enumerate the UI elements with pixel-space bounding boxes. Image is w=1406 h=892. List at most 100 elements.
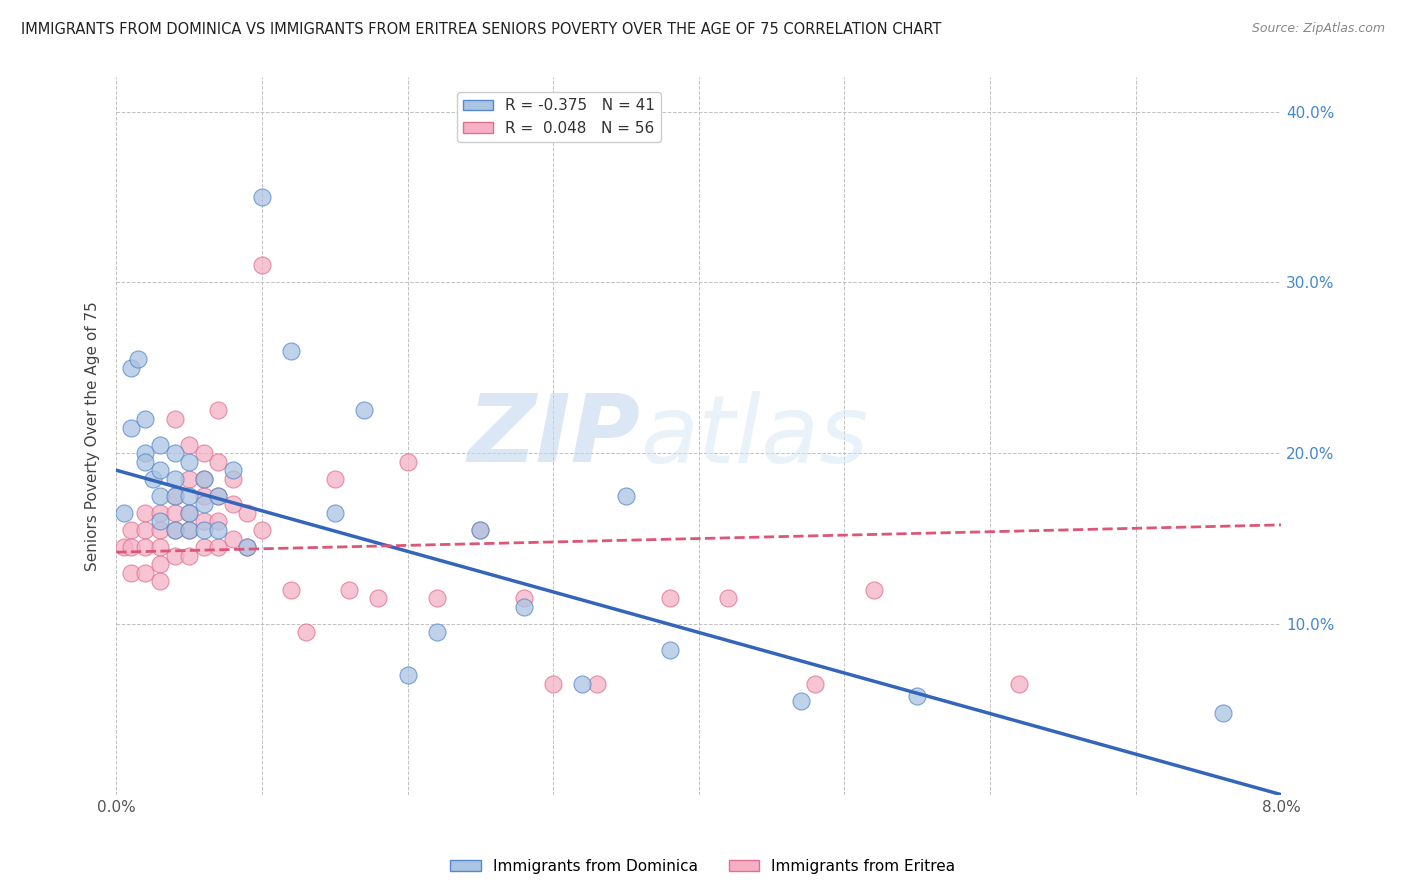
Point <box>177 437 200 451</box>
Point <box>149 506 172 520</box>
Point <box>149 463 172 477</box>
Point <box>862 582 884 597</box>
Point <box>177 549 200 563</box>
Point <box>396 455 419 469</box>
Point <box>614 489 637 503</box>
Point <box>177 506 200 520</box>
Point <box>280 343 302 358</box>
Point <box>163 489 186 503</box>
Point <box>149 437 172 451</box>
Point <box>149 523 172 537</box>
Point <box>120 523 142 537</box>
Point <box>207 515 229 529</box>
Text: IMMIGRANTS FROM DOMINICA VS IMMIGRANTS FROM ERITREA SENIORS POVERTY OVER THE AGE: IMMIGRANTS FROM DOMINICA VS IMMIGRANTS F… <box>21 22 942 37</box>
Point <box>163 523 186 537</box>
Point <box>134 523 156 537</box>
Point <box>149 574 172 589</box>
Point <box>367 591 389 606</box>
Point <box>236 540 259 554</box>
Point <box>193 523 215 537</box>
Point <box>396 668 419 682</box>
Point <box>250 190 273 204</box>
Y-axis label: Seniors Poverty Over the Age of 75: Seniors Poverty Over the Age of 75 <box>86 301 100 571</box>
Point <box>134 412 156 426</box>
Point <box>222 497 245 511</box>
Point <box>193 446 215 460</box>
Point <box>112 540 135 554</box>
Point <box>134 506 156 520</box>
Point <box>353 403 375 417</box>
Point <box>177 523 200 537</box>
Point <box>163 412 186 426</box>
Point <box>177 523 200 537</box>
Point <box>1008 676 1031 690</box>
Point <box>177 472 200 486</box>
Point <box>142 472 165 486</box>
Legend: Immigrants from Dominica, Immigrants from Eritrea: Immigrants from Dominica, Immigrants fro… <box>444 853 962 880</box>
Point <box>541 676 564 690</box>
Point <box>163 549 186 563</box>
Point <box>280 582 302 597</box>
Point <box>250 258 273 272</box>
Point <box>207 403 229 417</box>
Point <box>717 591 740 606</box>
Point <box>134 540 156 554</box>
Point <box>207 489 229 503</box>
Point <box>120 420 142 434</box>
Point <box>120 540 142 554</box>
Point <box>658 591 681 606</box>
Point <box>294 625 316 640</box>
Point <box>163 523 186 537</box>
Point <box>149 557 172 571</box>
Point <box>513 591 536 606</box>
Point <box>134 455 156 469</box>
Point <box>250 523 273 537</box>
Point <box>571 676 593 690</box>
Point <box>177 506 200 520</box>
Text: atlas: atlas <box>641 391 869 482</box>
Point <box>193 489 215 503</box>
Point <box>426 591 449 606</box>
Point <box>222 463 245 477</box>
Text: ZIP: ZIP <box>468 390 641 482</box>
Point <box>222 472 245 486</box>
Point <box>177 489 200 503</box>
Point <box>193 515 215 529</box>
Point <box>658 642 681 657</box>
Point <box>586 676 609 690</box>
Point <box>236 506 259 520</box>
Point <box>323 506 346 520</box>
Point <box>222 532 245 546</box>
Text: Source: ZipAtlas.com: Source: ZipAtlas.com <box>1251 22 1385 36</box>
Point <box>470 523 492 537</box>
Point <box>120 360 142 375</box>
Point <box>120 566 142 580</box>
Point <box>149 489 172 503</box>
Point <box>470 523 492 537</box>
Point <box>323 472 346 486</box>
Point <box>236 540 259 554</box>
Point <box>426 625 449 640</box>
Point <box>804 676 827 690</box>
Point <box>149 515 172 529</box>
Legend: R = -0.375   N = 41, R =  0.048   N = 56: R = -0.375 N = 41, R = 0.048 N = 56 <box>457 92 661 142</box>
Point <box>193 472 215 486</box>
Point <box>207 455 229 469</box>
Point <box>149 540 172 554</box>
Point <box>193 472 215 486</box>
Point <box>513 599 536 614</box>
Point <box>207 540 229 554</box>
Point <box>127 352 149 367</box>
Point <box>163 472 186 486</box>
Point <box>207 489 229 503</box>
Point <box>905 689 928 703</box>
Point <box>134 566 156 580</box>
Point <box>163 446 186 460</box>
Point <box>207 523 229 537</box>
Point <box>193 540 215 554</box>
Point <box>337 582 360 597</box>
Point <box>177 455 200 469</box>
Point <box>193 497 215 511</box>
Point <box>1212 706 1234 720</box>
Point <box>790 694 813 708</box>
